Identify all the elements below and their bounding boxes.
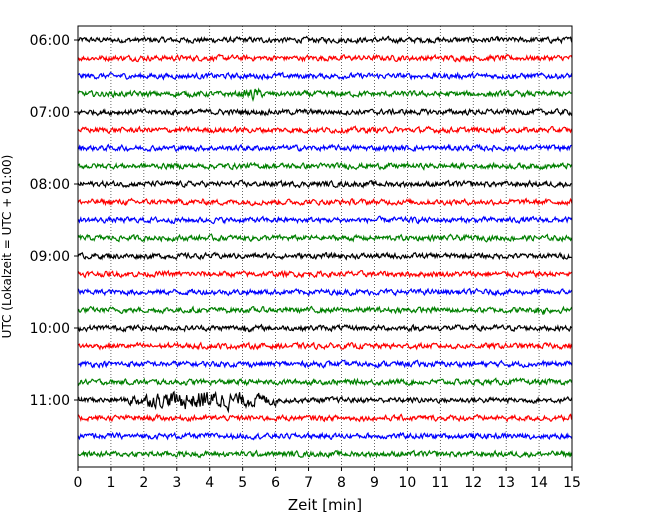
trace-lines: [77, 35, 573, 459]
trace-line: [77, 449, 573, 459]
trace-line: [77, 125, 573, 135]
trace-line: [77, 53, 573, 63]
x-tick-label: 4: [205, 475, 214, 491]
x-tick-label: 8: [337, 475, 346, 491]
x-axis-label: Zeit [min]: [288, 496, 362, 514]
x-tick-label: 11: [431, 475, 449, 491]
x-tick-label: 7: [304, 475, 313, 491]
y-tick-label: 09:00: [30, 249, 70, 265]
x-tick-label: 14: [530, 475, 548, 491]
trace-line: [77, 431, 573, 441]
trace-line: [77, 179, 573, 189]
trace-line: [77, 233, 573, 243]
x-tick-label: 6: [271, 475, 280, 491]
x-tick-label: 0: [74, 475, 83, 491]
trace-line: [77, 341, 573, 351]
trace-line: [77, 287, 573, 297]
trace-line: [77, 107, 573, 117]
trace-line: [77, 161, 573, 171]
trace-line: [77, 251, 573, 261]
trace-line: [77, 269, 573, 279]
trace-line: [77, 305, 573, 315]
x-tick-label: 5: [238, 475, 247, 491]
x-tick-label: 3: [172, 475, 181, 491]
x-tick-label: 15: [563, 475, 581, 491]
trace-line: [77, 390, 573, 414]
trace-line: [77, 71, 573, 81]
trace-line: [77, 197, 573, 207]
y-axis-ticks: 06:00 07:00 08:00 09:00 10:00 11:00: [30, 33, 78, 409]
x-tick-label: 10: [398, 475, 416, 491]
y-axis-label: UTC (Lokalzeit = UTC + 01:00): [0, 155, 14, 339]
trace-line: [77, 215, 573, 225]
y-tick-label: 11:00: [30, 393, 70, 409]
x-tick-label: 13: [497, 475, 515, 491]
y-tick-label: 07:00: [30, 105, 70, 121]
trace-line: [77, 87, 573, 103]
trace-line: [77, 413, 573, 423]
x-tick-label: 2: [139, 475, 148, 491]
y-tick-label: 08:00: [30, 177, 70, 193]
trace-line: [77, 377, 573, 387]
trace-line: [77, 35, 573, 45]
x-tick-label: 9: [370, 475, 379, 491]
x-tick-label: 1: [106, 475, 115, 491]
x-axis-ticks: 0 1 2 3 4 5 6 7 8 9 10 11 12 13 14 15: [74, 467, 581, 491]
trace-line: [77, 143, 573, 153]
x-tick-label: 12: [464, 475, 482, 491]
plot-frame: [77, 25, 573, 468]
y-tick-label: 06:00: [30, 33, 70, 49]
trace-line: [77, 359, 573, 369]
trace-line: [77, 323, 573, 333]
y-tick-label: 10:00: [30, 321, 70, 337]
